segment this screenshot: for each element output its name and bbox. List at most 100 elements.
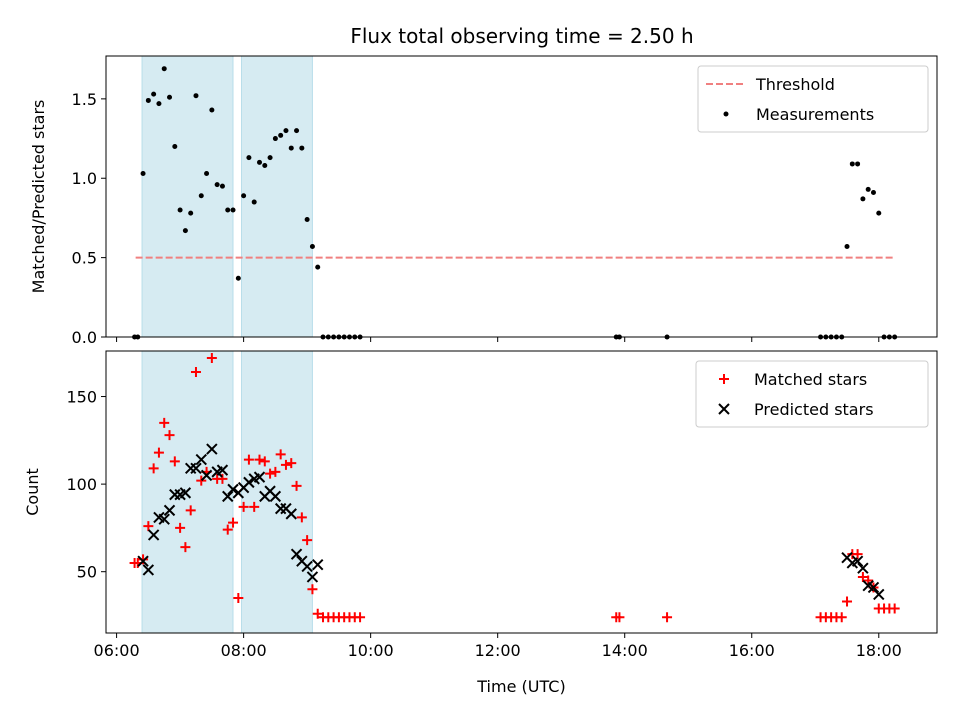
predicted-stars-point xyxy=(285,508,297,520)
measurement-point xyxy=(855,161,861,167)
matched-stars-point xyxy=(286,458,297,469)
measurement-point xyxy=(156,101,162,107)
measurement-point xyxy=(246,155,252,161)
predicted-stars-point xyxy=(163,504,176,517)
count-axes-frame xyxy=(105,350,938,634)
ratio-marks xyxy=(132,66,898,340)
matched-stars-point xyxy=(206,353,217,364)
measurement-point xyxy=(299,145,305,151)
predicted-stars-point xyxy=(190,462,202,475)
legend-box xyxy=(697,65,929,133)
predicted-stars-point xyxy=(158,513,170,525)
count-observing-windows xyxy=(141,350,313,634)
legend-label: Measurements xyxy=(756,105,874,124)
predicted-stars-point xyxy=(206,443,218,455)
measurement-point xyxy=(309,244,315,250)
y-tick-label: 1.5 xyxy=(72,90,97,109)
matched-stars-point xyxy=(270,466,281,477)
matched-stars-point xyxy=(196,475,207,486)
matched-stars-point xyxy=(243,454,254,465)
measurement-point xyxy=(193,93,199,99)
measurement-point xyxy=(177,207,183,213)
measurement-point xyxy=(225,207,231,213)
predicted-stars-point xyxy=(227,483,239,496)
matched-stars-point xyxy=(312,608,323,619)
predicted-stars-point xyxy=(142,564,155,576)
x-tick-label: 16:00 xyxy=(729,641,775,660)
measurement-point xyxy=(188,210,194,216)
matched-stars-point xyxy=(228,517,239,528)
matched-stars-point xyxy=(180,542,191,553)
measurement-point xyxy=(151,91,157,97)
measurement-point xyxy=(251,199,257,205)
matched-stars-point xyxy=(138,554,149,565)
matched-stars-point xyxy=(296,512,307,523)
matched-stars-point xyxy=(190,367,201,378)
measurement-point xyxy=(876,210,882,216)
observing-window-2 xyxy=(241,350,313,634)
predicted-stars-point xyxy=(306,571,319,583)
legend-predicted-swatch xyxy=(718,403,730,415)
x-tick-label: 12:00 xyxy=(475,641,521,660)
matched-stars-point xyxy=(307,584,318,595)
predicted-stars-point xyxy=(243,476,255,489)
measurement-point xyxy=(230,207,236,213)
measurement-point xyxy=(860,196,866,202)
matched-stars-point xyxy=(249,501,260,512)
ratio-y-axis: 0.0 0.5 1.0 1.5 xyxy=(72,90,106,347)
matched-stars-point xyxy=(238,501,249,512)
measurement-point xyxy=(161,66,167,72)
matched-stars-point xyxy=(143,521,154,532)
y-tick-label: 100 xyxy=(66,475,97,494)
predicted-stars-point xyxy=(857,562,869,574)
matched-stars-point xyxy=(280,459,291,470)
matched-stars-point xyxy=(836,612,847,623)
measurement-point xyxy=(167,94,173,100)
matched-stars-point xyxy=(233,592,244,603)
measurement-point xyxy=(214,182,220,188)
predicted-stars-point xyxy=(222,490,234,503)
measurement-point xyxy=(304,217,310,223)
matched-stars-point xyxy=(164,430,175,441)
ratio-legend: Threshold Measurements xyxy=(697,65,929,133)
legend-label: Matched stars xyxy=(754,370,867,389)
matched-stars-point xyxy=(185,505,196,516)
measurement-point xyxy=(283,128,289,134)
predicted-stars-point xyxy=(312,558,324,571)
y-tick-label: 0.0 xyxy=(72,328,97,347)
measurement-point xyxy=(315,264,321,270)
observing-window-1 xyxy=(141,55,234,338)
predicted-stars-point xyxy=(137,555,149,567)
legend-box xyxy=(695,360,929,428)
predicted-stars-point xyxy=(269,490,282,503)
predicted-stars-point xyxy=(216,464,229,476)
predicted-stars-point xyxy=(851,555,864,567)
matched-stars-point xyxy=(857,571,868,582)
predicted-stars-point xyxy=(200,469,213,482)
matched-stars-point xyxy=(863,575,874,586)
y-tick-label: 150 xyxy=(66,388,97,407)
matched-stars-point xyxy=(175,522,186,533)
matched-stars-point xyxy=(275,449,286,460)
measurement-point xyxy=(256,159,262,165)
matched-stars-point xyxy=(889,603,900,614)
measurement-point xyxy=(235,275,241,281)
x-tick-label: 06:00 xyxy=(94,641,140,660)
matched-stars-point xyxy=(153,447,164,458)
measurement-point xyxy=(262,163,268,169)
measurement-point xyxy=(294,128,300,134)
y-tick-label: 50 xyxy=(77,563,97,582)
matched-stars-point xyxy=(302,535,313,546)
matched-stars-point xyxy=(291,480,302,491)
measurement-point xyxy=(267,155,273,161)
predicted-stars-point xyxy=(195,453,207,466)
measurement-point xyxy=(865,186,871,192)
ratio-panel: 0.0 0.5 1.0 1.5 Matched/Predicted stars Thr… xyxy=(29,55,938,347)
count-x-axis: 06:00 08:00 10:00 12:00 14:00 16:00 18:00 xyxy=(94,633,902,660)
matched-stars-point xyxy=(159,417,170,428)
matched-stars-point xyxy=(169,456,180,467)
matched-stars-point xyxy=(254,454,265,465)
matched-stars-point xyxy=(852,549,863,560)
count-marks xyxy=(129,353,900,623)
